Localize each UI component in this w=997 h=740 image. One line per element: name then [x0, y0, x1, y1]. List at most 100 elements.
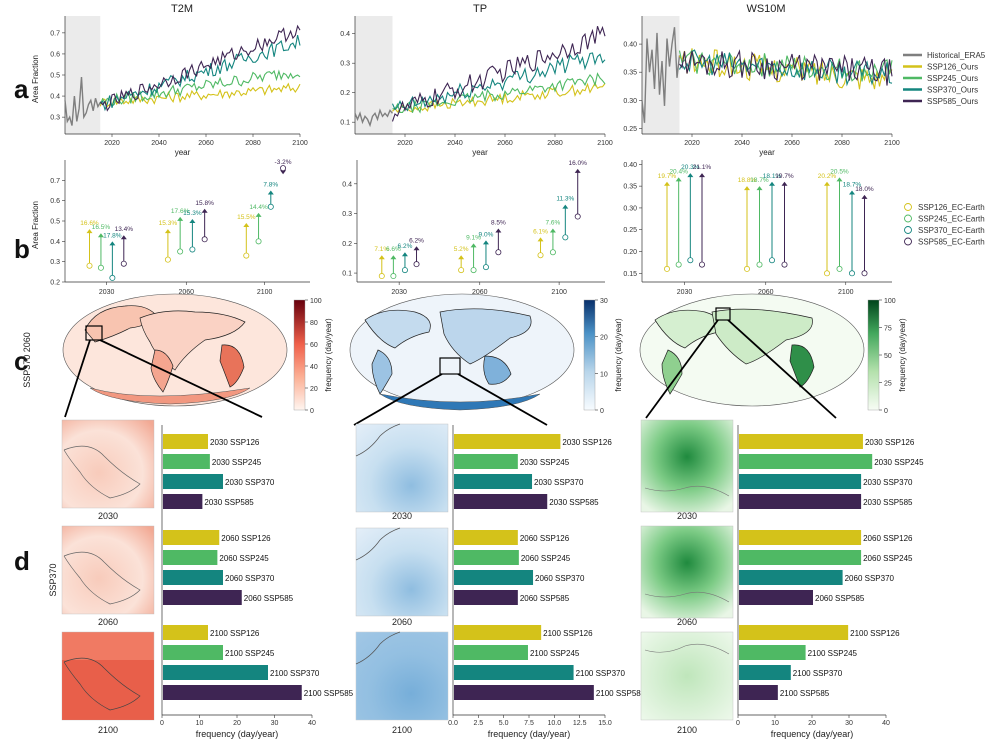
y-axis-label: Area Fraction: [31, 201, 40, 249]
y-tick-label: 0.25: [623, 126, 637, 133]
bar-label: 2060 SSP245: [219, 554, 269, 563]
legend-b-marker: [904, 214, 912, 223]
arrow-head: [189, 218, 196, 223]
x-tick-label: 2100: [292, 140, 308, 147]
percent-change-label: 20.5%: [830, 168, 849, 175]
percent-change-label: 16.5%: [92, 224, 111, 231]
bar-2060-ssp126: [739, 530, 862, 545]
series-line-historical_era5: [64, 77, 101, 126]
series-line-historical_era5: [641, 27, 681, 123]
chart-a-tp: 2020 2040 2060 2080 2100 0.1 0.2 0.3 0.4 year: [340, 16, 613, 157]
arrow-head: [861, 194, 868, 199]
baseline-point: [824, 270, 831, 277]
y-tick-label: 0.3: [342, 211, 352, 218]
arrow-head: [769, 181, 775, 186]
panel-letter-d: d: [14, 546, 30, 576]
chart-d-ws10m: 0 10 20 30 40 frequency (day/year) 2030 SSP126…: [736, 425, 924, 739]
bar-label: 2030 SSP370: [863, 478, 913, 487]
x-tick-label: 2080: [834, 140, 850, 147]
y-tick-label: 0.2: [50, 280, 60, 287]
colorbar-label: frequency (day/year): [324, 318, 333, 392]
bar-2100-ssp370: [163, 665, 268, 680]
map-c-tp: [349, 293, 575, 426]
bar-2030-ssp245: [454, 454, 518, 469]
y-tick-label: 0.3: [50, 259, 60, 266]
y-tick-label: 0.3: [340, 61, 350, 68]
bar-label: 2030 SSP245: [520, 458, 570, 467]
colorbar-ticks-c-tp: 0 10 20 30 frequency (day/year): [595, 298, 623, 415]
legend-a-label: SSP126_Ours: [927, 63, 978, 72]
x-tick-label: 15.0: [598, 720, 612, 727]
baseline-point: [97, 264, 104, 271]
bar-2060-ssp370: [163, 570, 223, 585]
percent-change-label: 8.5%: [491, 219, 506, 226]
bar-2100-ssp585: [163, 685, 302, 700]
legend-a: Historical_ERA5 SSP126_Ours SSP245_Ours SSP…: [903, 51, 986, 106]
percent-change-label: 18.0%: [855, 186, 874, 193]
bar-label: 2060 SSP245: [521, 554, 571, 563]
x-tick-label: 10.0: [548, 720, 562, 727]
x-axis-label: year: [472, 148, 488, 157]
baseline-point: [413, 261, 420, 268]
panel-letter-b: b: [14, 234, 30, 264]
zoom-map-year-label: 2100: [677, 725, 697, 735]
x-tick-label: 2040: [447, 140, 463, 147]
colorbar-label: frequency (day/year): [898, 318, 907, 392]
bar-label: 2100 SSP126: [543, 629, 593, 638]
percent-change-label: 7.8%: [263, 182, 278, 189]
bar-label: 2060 SSP370: [845, 574, 895, 583]
bar-label: 2030 SSP126: [865, 438, 915, 447]
y-tick-label: 0.35: [623, 70, 637, 77]
shaded-historical-range: [65, 16, 101, 134]
percent-change-label: 6.1%: [533, 228, 548, 235]
percent-change-label: 19.7%: [775, 173, 794, 180]
arrow-head: [562, 204, 569, 209]
percent-change-label: 18.7%: [843, 182, 862, 189]
series-line-ssp245_ours: [392, 72, 606, 114]
legend-b-marker: [904, 226, 912, 234]
baseline-point: [255, 238, 262, 245]
bar-label: 2030 SSP585: [863, 498, 913, 507]
y-tick-label: 0.4: [50, 94, 60, 101]
percent-change-label: 18.1%: [763, 173, 782, 180]
x-tick-label: 2080: [547, 140, 563, 147]
y-tick-label: 0.5: [50, 73, 60, 80]
baseline-point: [562, 234, 569, 241]
bar-2100-ssp585: [739, 685, 778, 700]
x-tick-label: 10: [196, 720, 204, 727]
bar-label: 2030 SSP585: [549, 498, 599, 507]
x-tick-label: 30: [845, 720, 853, 727]
x-tick-label: 2080: [245, 140, 261, 147]
y-tick-label: 0.3: [50, 115, 60, 122]
bar-2030-ssp126: [454, 434, 561, 449]
series-line-ssp126_ours: [99, 82, 301, 108]
arrow-head: [744, 186, 750, 191]
baseline-point: [120, 260, 127, 267]
legend-b-label: SSP245_EC-Earth: [918, 215, 985, 224]
y-tick-label: 0.30: [623, 98, 637, 105]
legend-b-label: SSP126_EC-Earth: [918, 203, 985, 212]
series-line-ssp245_ours: [99, 69, 301, 107]
colorbar-tick-label: 0: [310, 408, 314, 415]
chart-b-t2m: 0.2 0.3 0.4 0.5 0.6 0.7 2030 2060 2100 Area Fract…: [31, 159, 310, 296]
x-tick-label: 20: [808, 720, 816, 727]
bar-label: 2100 SSP245: [808, 649, 858, 658]
colorbar-tick-label: 75: [884, 326, 892, 333]
bar-label: 2100 SSP370: [270, 669, 320, 678]
arrow-head: [255, 212, 262, 217]
row-label-c: SSP370 2060: [22, 332, 32, 388]
colorbar-tick-label: 40: [310, 364, 318, 371]
x-tick-label: 2060: [497, 140, 513, 147]
series-line-ssp585_ours: [391, 25, 606, 122]
panel-letter-a: a: [14, 74, 29, 104]
bar-label: 2100 SSP585: [304, 689, 354, 698]
series-line-ssp370_ours: [391, 52, 606, 112]
x-tick-label: 2060: [198, 140, 214, 147]
x-tick-label: 2020: [397, 140, 413, 147]
x-tick-label: 2040: [151, 140, 167, 147]
x-tick-label: 40: [882, 720, 890, 727]
x-axis-label: year: [175, 148, 191, 157]
percent-change-label: 17.8%: [103, 232, 122, 239]
bar-2100-ssp245: [454, 645, 528, 660]
bar-2060-ssp370: [739, 570, 843, 585]
